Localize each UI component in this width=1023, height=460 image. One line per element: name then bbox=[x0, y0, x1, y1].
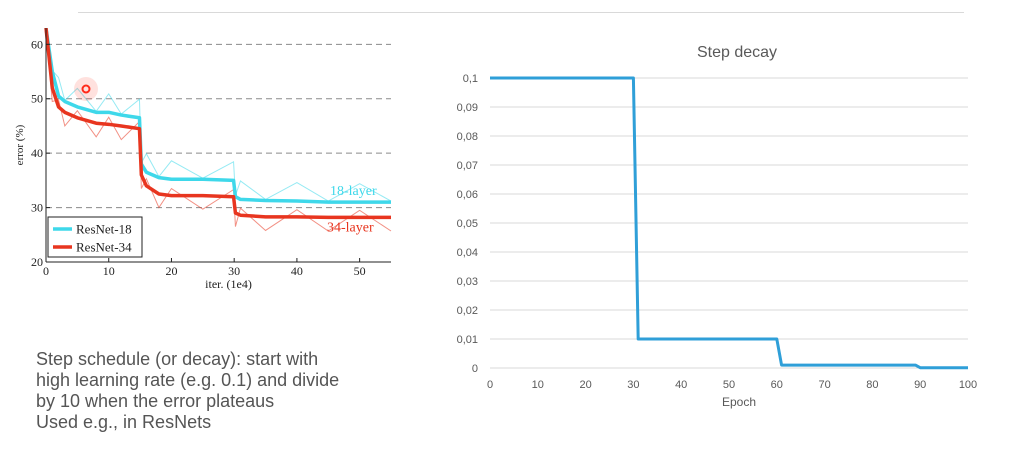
y-axis-label: error (%) bbox=[14, 124, 26, 165]
pointer-dot bbox=[81, 84, 91, 94]
y-tick-label: 0,06 bbox=[457, 189, 478, 201]
x-tick-label: 40 bbox=[291, 264, 303, 278]
y-tick-label: 0,1 bbox=[463, 73, 478, 85]
y-tick-label: 0,05 bbox=[457, 218, 478, 230]
caption-line: high learning rate (e.g. 0.1) and divide bbox=[36, 370, 340, 390]
chart-title: Step decay bbox=[697, 44, 777, 61]
y-tick-label: 40 bbox=[31, 146, 43, 160]
y-tick-label: 0 bbox=[472, 363, 478, 375]
y-tick-label: 0,09 bbox=[457, 102, 478, 114]
x-axis-label: Epoch bbox=[722, 395, 756, 409]
series-line bbox=[44, 28, 391, 220]
y-tick-label: 0,03 bbox=[457, 276, 478, 288]
series-label-34-layer: 34-layer bbox=[327, 221, 374, 236]
caption-line: Used e.g., in ResNets bbox=[36, 412, 212, 432]
caption-line: Step schedule (or decay): start with bbox=[36, 349, 319, 369]
y-tick-label: 0,07 bbox=[457, 160, 478, 172]
resnet-error-chart: 20 30 40 50 60 0 10 20 30 40 50 iter. (1e4) error (%… bbox=[14, 28, 392, 291]
legend-box bbox=[47, 216, 143, 258]
x-tick-label: 0 bbox=[487, 379, 493, 391]
x-tick-label: 0 bbox=[43, 264, 49, 278]
x-axis-label: iter. (1e4) bbox=[205, 277, 252, 291]
y-tick-label: 20 bbox=[31, 255, 43, 269]
pointer-glow bbox=[74, 77, 98, 101]
y-tick-label: 0,04 bbox=[457, 247, 478, 259]
y-tick-label: 60 bbox=[31, 37, 43, 51]
top-divider bbox=[78, 12, 964, 13]
step-decay-chart: Step decay 0 0,01 0,02 0,03 0,04 0,05 0,06 0,07 0… bbox=[457, 44, 978, 409]
x-tick-label: 30 bbox=[627, 379, 639, 391]
x-tick-label: 50 bbox=[354, 264, 366, 278]
y-tick-label: 30 bbox=[31, 201, 43, 215]
x-tick-label: 80 bbox=[866, 379, 878, 391]
step-decay-line bbox=[490, 76, 968, 370]
y-tick-label: 0,01 bbox=[457, 334, 478, 346]
series-noise-line bbox=[45, 28, 392, 202]
x-tick-label: 70 bbox=[818, 379, 830, 391]
x-tick-label: 20 bbox=[579, 379, 591, 391]
series-noise-line bbox=[45, 28, 392, 232]
x-tick-label: 60 bbox=[771, 379, 783, 391]
caption-text: Step schedule (or decay): start with hig… bbox=[36, 349, 436, 433]
x-tick-label: 30 bbox=[228, 264, 240, 278]
y-tick-label: 0,02 bbox=[457, 305, 478, 317]
x-tick-label: 50 bbox=[723, 379, 735, 391]
legend-entry: ResNet-18 bbox=[76, 222, 132, 237]
x-tick-label: 40 bbox=[675, 379, 687, 391]
series-label-18-layer: 18-layer bbox=[330, 184, 377, 199]
y-tick-label: 0,08 bbox=[457, 131, 478, 143]
x-tick-label: 100 bbox=[959, 379, 977, 391]
legend-entry: ResNet-34 bbox=[76, 240, 132, 255]
y-tick-label: 50 bbox=[31, 92, 43, 106]
caption-line: by 10 when the error plateaus bbox=[36, 391, 275, 411]
x-tick-label: 10 bbox=[532, 379, 544, 391]
x-tick-label: 90 bbox=[914, 379, 926, 391]
series-line bbox=[44, 28, 391, 204]
x-tick-label: 10 bbox=[103, 264, 115, 278]
x-tick-label: 20 bbox=[165, 264, 177, 278]
